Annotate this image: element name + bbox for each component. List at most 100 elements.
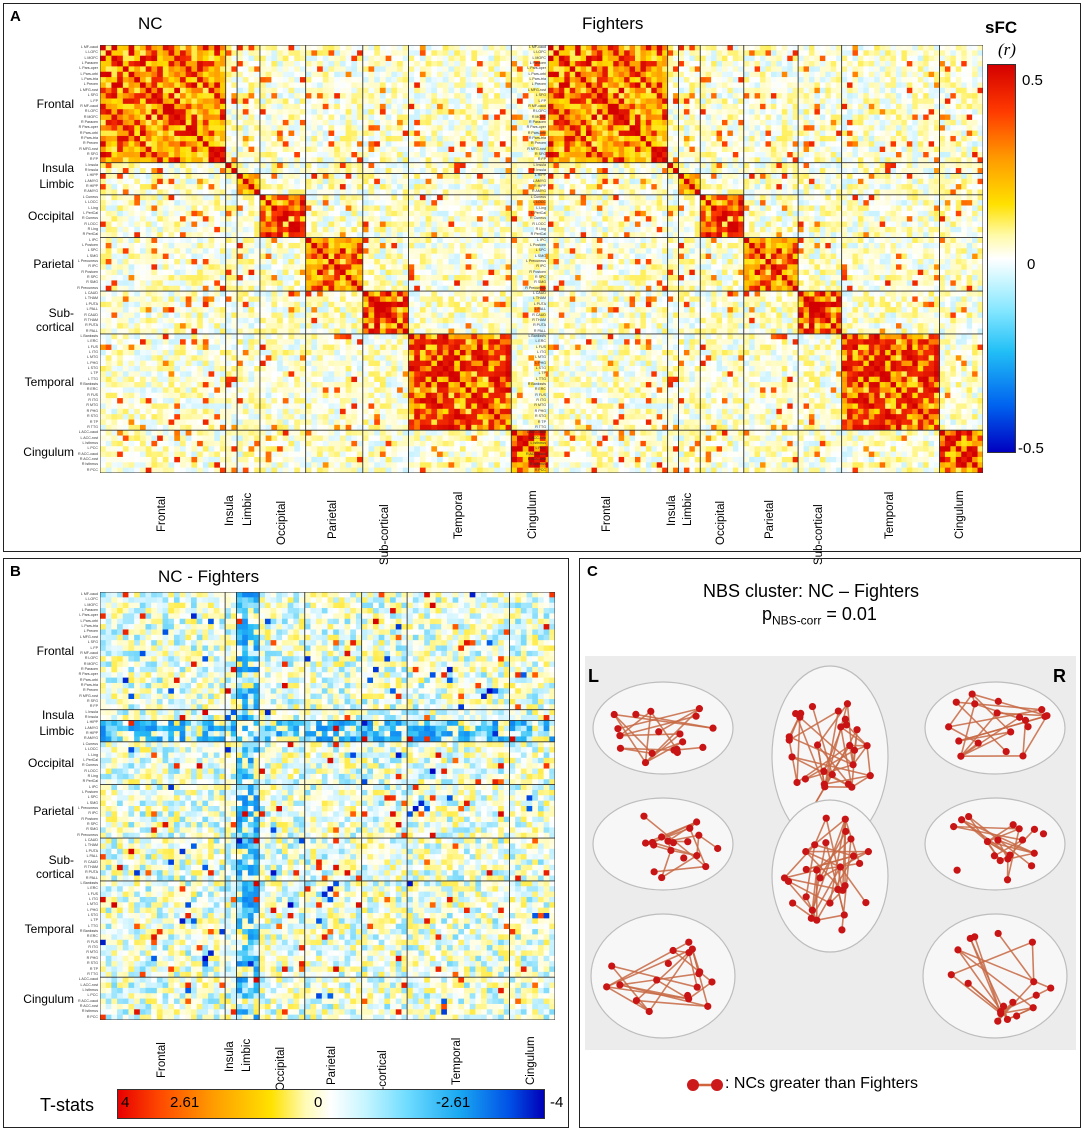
matrix-cell (128, 323, 135, 329)
matrix-cell (334, 269, 341, 276)
matrix-cell (454, 360, 461, 367)
matrix-cell (334, 93, 341, 99)
matrix-cell (202, 135, 209, 142)
matrix-cell (505, 200, 512, 206)
matrix-cell (139, 226, 147, 233)
matrix-cell (214, 98, 221, 105)
matrix-cell (539, 114, 546, 121)
matrix-cell (471, 173, 478, 180)
matrix-cell (288, 157, 295, 164)
matrix-cell (248, 87, 255, 94)
matrix-cell (311, 210, 318, 217)
matrix-cell (517, 130, 524, 137)
matrix-cell (168, 125, 175, 131)
matrix-cell (528, 371, 535, 378)
matrix-cell (419, 189, 427, 196)
matrix-cell (379, 317, 387, 324)
matrix-cell (402, 307, 409, 313)
matrix-cell (100, 339, 107, 345)
matrix-cell (471, 141, 478, 148)
matrix-cell (202, 77, 209, 83)
matrix-cell (134, 366, 141, 372)
matrix-cell (477, 119, 484, 126)
matrix-cell (374, 323, 381, 329)
matrix-cell (317, 285, 324, 292)
matrix-cell (168, 232, 175, 238)
matrix-cell (174, 269, 181, 276)
matrix-cell (351, 114, 358, 121)
matrix-cell (345, 216, 352, 222)
matrix-cell (528, 71, 535, 78)
matrix-cell (317, 248, 324, 255)
matrix-cell (534, 328, 541, 335)
matrix-cell (528, 216, 535, 222)
matrix-cell (237, 135, 244, 142)
matrix-cell (174, 98, 181, 105)
matrix-cell (379, 98, 387, 105)
matrix-cell (277, 184, 284, 190)
matrix-cell (134, 291, 141, 297)
matrix-cell (465, 66, 472, 73)
matrix-cell (528, 312, 535, 319)
matrix-cell (168, 168, 175, 174)
matrix-cell (505, 259, 512, 265)
matrix-cell (174, 360, 181, 367)
matrix-cell (539, 77, 546, 83)
matrix-cell (311, 109, 318, 115)
matrix-cell (174, 216, 181, 222)
matrix-cell (219, 232, 227, 238)
matrix-cell (254, 221, 261, 228)
matrix-cell (248, 366, 255, 372)
matrix-cell (265, 226, 272, 233)
matrix-cell (402, 349, 409, 356)
matrix-cell (345, 301, 352, 308)
matrix-cell (151, 146, 158, 153)
matrix-cell (465, 103, 472, 110)
matrix-cell (117, 221, 124, 228)
matrix-cell (299, 366, 307, 372)
matrix-cell (505, 93, 512, 99)
matrix-cell (117, 371, 124, 378)
matrix-cell (145, 82, 152, 89)
matrix-cell (139, 259, 147, 265)
matrix-cell (419, 162, 427, 169)
matrix-cell (242, 312, 249, 319)
matrix-cell (202, 328, 209, 335)
matrix-cell (202, 50, 209, 57)
matrix-cell (139, 61, 147, 67)
matrix-cell (282, 269, 289, 276)
matrix-cell (122, 146, 129, 153)
matrix-cell (197, 71, 204, 78)
matrix-cell (499, 291, 506, 297)
matrix-cell (345, 317, 352, 324)
matrix-cell (322, 55, 329, 62)
matrix-cell (419, 328, 427, 335)
matrix-cell (197, 200, 204, 206)
matrix-cell (322, 119, 329, 126)
matrix-cell (477, 114, 484, 121)
matrix-cell (362, 109, 369, 115)
matrix-cell (317, 109, 324, 115)
matrix-cell (174, 355, 181, 362)
matrix-cell (248, 82, 255, 89)
matrix-cell (425, 301, 432, 308)
matrix-cell (408, 194, 415, 201)
matrix-cell (122, 360, 129, 367)
matrix-cell (385, 355, 392, 362)
matrix-cell (299, 242, 307, 249)
matrix-cell (402, 168, 409, 174)
matrix-cell (322, 141, 329, 148)
matrix-cell (499, 253, 506, 260)
matrix-cell (254, 162, 261, 169)
matrix-cell (248, 275, 255, 281)
matrix-cell (534, 275, 541, 281)
matrix-cell (374, 200, 381, 206)
matrix-cell (231, 50, 238, 57)
matrix-cell (237, 371, 244, 378)
matrix-cell (202, 323, 209, 329)
matrix-cell (391, 178, 398, 185)
matrix-cell (128, 55, 135, 62)
matrix-cell (534, 264, 541, 271)
matrix-cell (254, 103, 261, 110)
matrix-cell (259, 119, 267, 126)
